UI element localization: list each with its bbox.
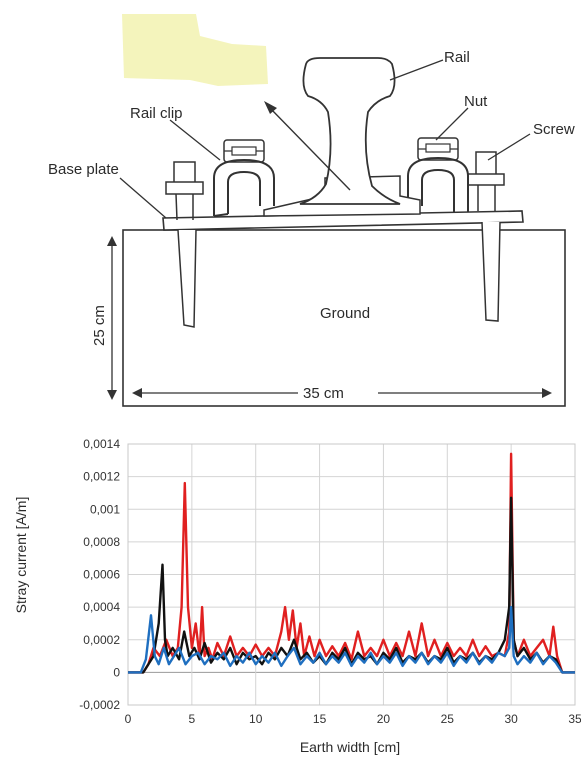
y-tick-label: 0,001	[90, 502, 120, 516]
y-tick-label: 0,0014	[83, 437, 120, 451]
plot-frame	[127, 443, 576, 706]
y-tick-label: -0,0002	[79, 698, 120, 712]
series-line-blue	[128, 605, 575, 674]
x-tick-label: 20	[377, 712, 391, 726]
chart-grid	[127, 443, 576, 706]
y-tick-label: 0,0002	[83, 633, 120, 647]
yellow-highlight-patch	[122, 14, 268, 86]
x-tick-labels: 0 5 10 15 20 25 30 35	[125, 712, 581, 726]
x-tick-label: 5	[189, 712, 196, 726]
right-rail-clip	[407, 156, 469, 212]
rail-fastening-diagram: Rail Nut Screw Rail clip Base plate Grou…	[48, 14, 575, 407]
label-depth: 25 cm	[91, 305, 108, 346]
y-tick-label: 0,0006	[83, 568, 120, 582]
series-line-black	[128, 496, 575, 674]
label-ground: Ground	[320, 305, 370, 322]
leader-lines	[119, 59, 531, 219]
left-rail-clip	[213, 158, 275, 217]
stray-current-chart: -0,0002 0 0,0002 0,0004 0,0006 0,0008 0,001 0,0…	[13, 437, 581, 755]
x-tick-label: 30	[504, 712, 518, 726]
label-nut: Nut	[464, 93, 488, 110]
y-axis-label: Stray current [A/m]	[13, 497, 29, 614]
x-tick-label: 25	[441, 712, 455, 726]
label-screw: Screw	[533, 121, 575, 138]
label-base-plate: Base plate	[48, 161, 119, 178]
left-nut	[223, 139, 265, 163]
y-tick-label: 0	[113, 665, 120, 679]
x-tick-label: 10	[249, 712, 263, 726]
y-tick-label: 0,0012	[83, 470, 120, 484]
current-arrow	[264, 101, 351, 191]
label-rail: Rail	[444, 49, 470, 66]
x-tick-label: 35	[568, 712, 581, 726]
right-nut	[417, 137, 459, 161]
width-dimension-arrow	[132, 388, 552, 398]
x-axis-label: Earth width [cm]	[300, 739, 400, 755]
x-tick-label: 0	[125, 712, 132, 726]
left-screw	[165, 161, 204, 328]
depth-dimension-arrow	[107, 236, 117, 400]
y-tick-label: 0,0004	[83, 600, 120, 614]
y-tick-labels: -0,0002 0 0,0002 0,0004 0,0006 0,0008 0,001 0,0…	[79, 437, 120, 712]
chart-series	[128, 452, 575, 674]
label-rail-clip: Rail clip	[130, 105, 183, 122]
x-tick-label: 15	[313, 712, 327, 726]
y-tick-label: 0,0008	[83, 535, 120, 549]
rail-profile	[299, 57, 401, 205]
label-width: 35 cm	[303, 385, 344, 402]
